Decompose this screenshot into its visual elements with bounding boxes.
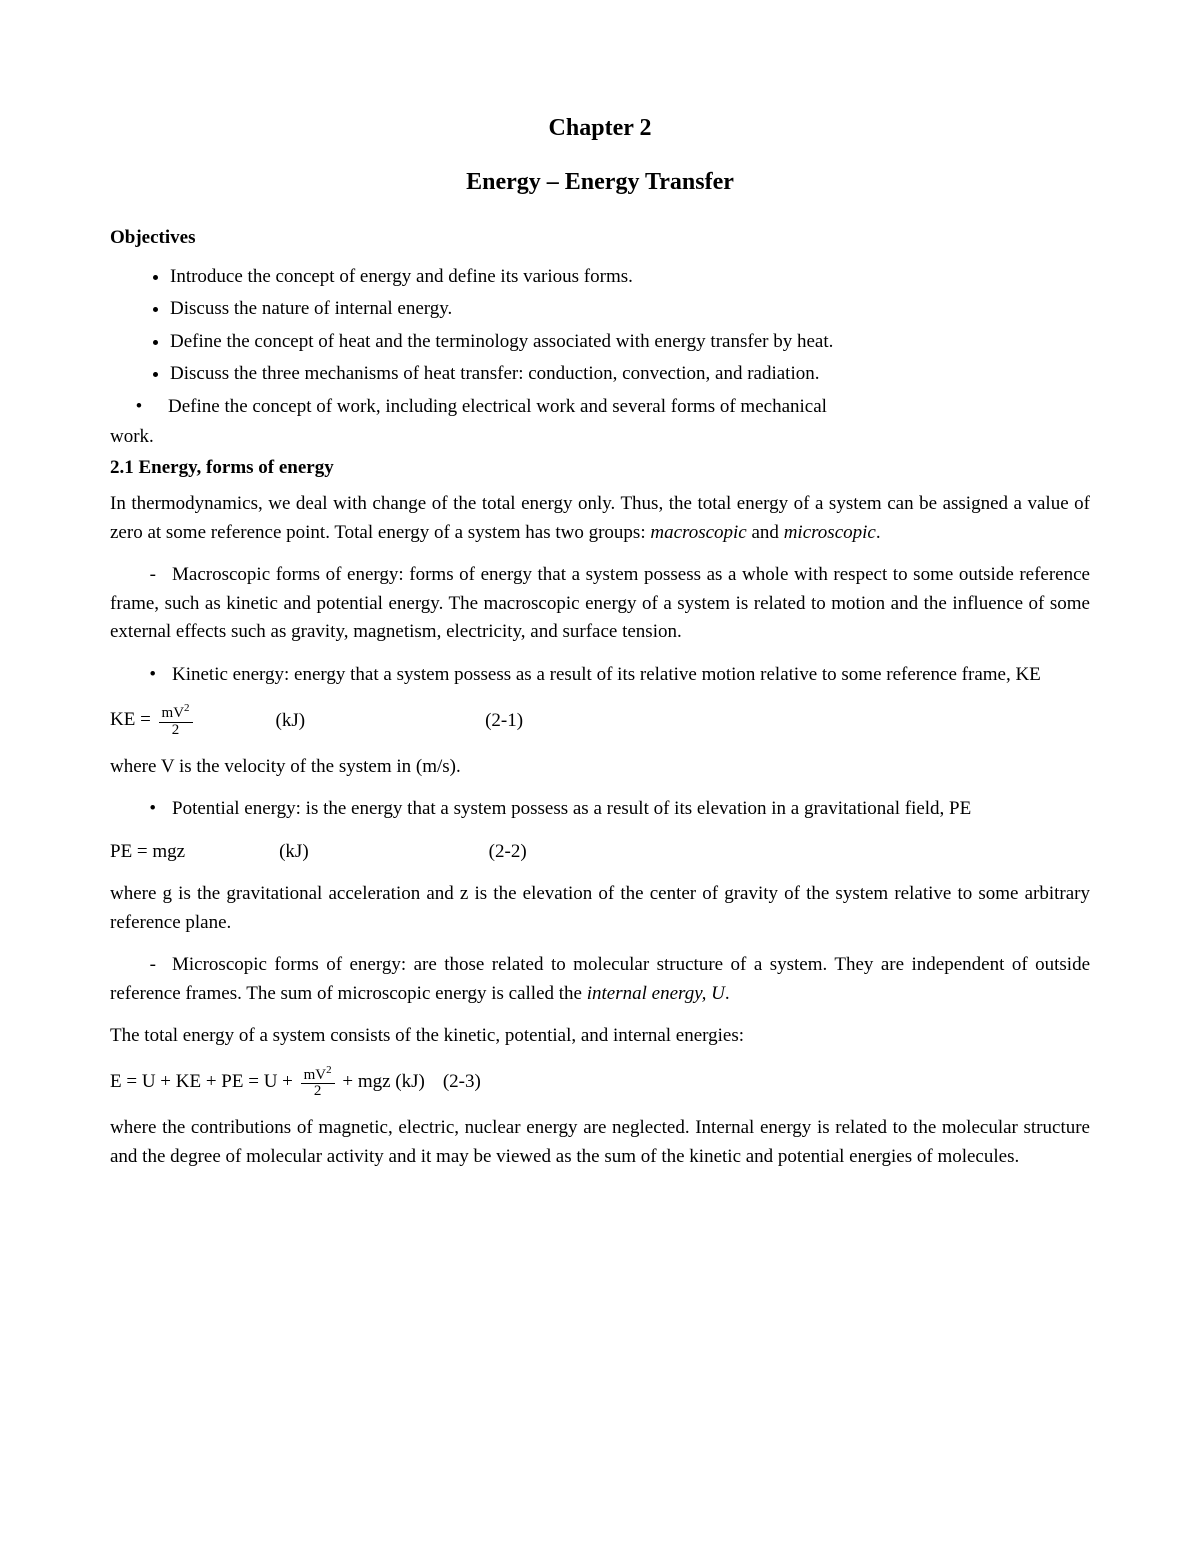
eq-text: PE = mgz <box>110 838 185 867</box>
potential-paragraph: •Potential energy: is the energy that a … <box>110 795 1090 824</box>
objectives-list: Introduce the concept of energy and defi… <box>110 263 1090 389</box>
kinetic-text: Kinetic energy: energy that a system pos… <box>172 664 1041 685</box>
eq-number: (2-3) <box>443 1068 481 1097</box>
eq-unit: (kJ) <box>279 838 309 867</box>
chapter-title: Chapter 2 <box>110 110 1090 146</box>
term-internal-energy: internal energy, U <box>587 983 725 1004</box>
chapter-subtitle: Energy – Energy Transfer <box>110 164 1090 200</box>
objective-item-tail: work. <box>110 423 1090 452</box>
intro-text: In thermodynamics, we deal with change o… <box>110 493 1090 543</box>
objective-item-wrapped: •Define the concept of work, including e… <box>110 393 1090 422</box>
eq1-note: where V is the velocity of the system in… <box>110 753 1090 782</box>
macroscopic-text: Macroscopic forms of energy: forms of en… <box>110 564 1090 642</box>
eq-number: (2-1) <box>485 707 523 736</box>
microscopic-paragraph: -Microscopic forms of energy: are those … <box>110 951 1090 1008</box>
term-microscopic: microscopic <box>784 522 876 543</box>
potential-text: Potential energy: is the energy that a s… <box>172 798 971 819</box>
eq-lhs: KE = mV22 <box>110 703 196 739</box>
macroscopic-paragraph: -Macroscopic forms of energy: forms of e… <box>110 561 1090 647</box>
term-macroscopic: macroscopic <box>650 522 746 543</box>
eq-unit: (kJ) <box>276 707 306 736</box>
eq-number: (2-2) <box>489 838 527 867</box>
objective-item-text: Define the concept of work, including el… <box>168 396 827 417</box>
equation-2-3: E = U + KE + PE = U + mV22 + mgz (kJ) (2… <box>110 1065 1090 1101</box>
total-energy-intro: The total energy of a system consists of… <box>110 1022 1090 1051</box>
objective-item: Introduce the concept of energy and defi… <box>170 263 1090 292</box>
intro-paragraph: In thermodynamics, we deal with change o… <box>110 490 1090 547</box>
objective-item: Discuss the three mechanisms of heat tra… <box>170 360 1090 389</box>
eq2-note: where g is the gravitational acceleratio… <box>110 880 1090 937</box>
section-heading: 2.1 Energy, forms of energy <box>110 454 1090 483</box>
objectives-label: Objectives <box>110 224 1090 253</box>
intro-text: and <box>747 522 784 543</box>
equation-2-1: KE = mV22 (kJ) (2-1) <box>110 703 1090 739</box>
kinetic-paragraph: •Kinetic energy: energy that a system po… <box>110 661 1090 690</box>
objective-item: Define the concept of heat and the termi… <box>170 328 1090 357</box>
equation-2-2: PE = mgz (kJ) (2-2) <box>110 838 1090 867</box>
objective-item: Discuss the nature of internal energy. <box>170 295 1090 324</box>
microscopic-text: . <box>725 983 730 1004</box>
closing-paragraph: where the contributions of magnetic, ele… <box>110 1114 1090 1171</box>
eq-lhs: E = U + KE + PE = U + mV22 + mgz (kJ) <box>110 1065 425 1101</box>
intro-text: . <box>876 522 881 543</box>
